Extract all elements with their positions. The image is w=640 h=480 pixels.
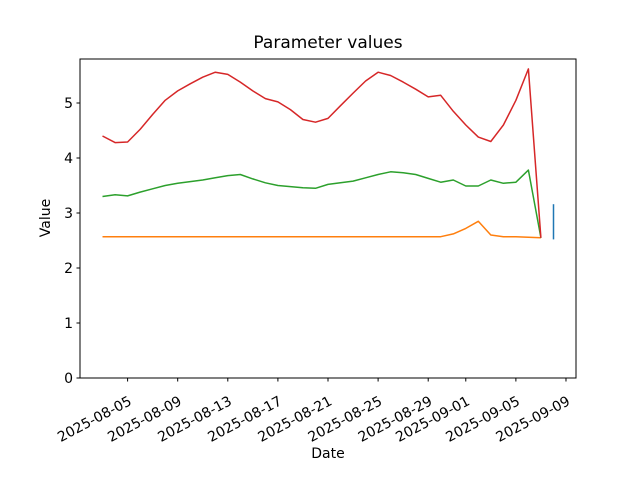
y-tick-label: 5 — [64, 96, 73, 112]
y-tick-label: 2 — [64, 261, 73, 277]
y-tick-label: 4 — [64, 151, 73, 167]
y-tick-label: 0 — [64, 371, 73, 387]
series-orange-line — [102, 220, 541, 239]
y-tick-label: 3 — [64, 206, 73, 222]
y-tick-label: 1 — [64, 316, 73, 332]
plot-frame — [79, 58, 577, 379]
series-red-line — [102, 68, 542, 238]
series-green-line — [102, 169, 542, 238]
x-axis-label: Date — [311, 446, 345, 462]
chart-title: Parameter values — [253, 33, 403, 53]
